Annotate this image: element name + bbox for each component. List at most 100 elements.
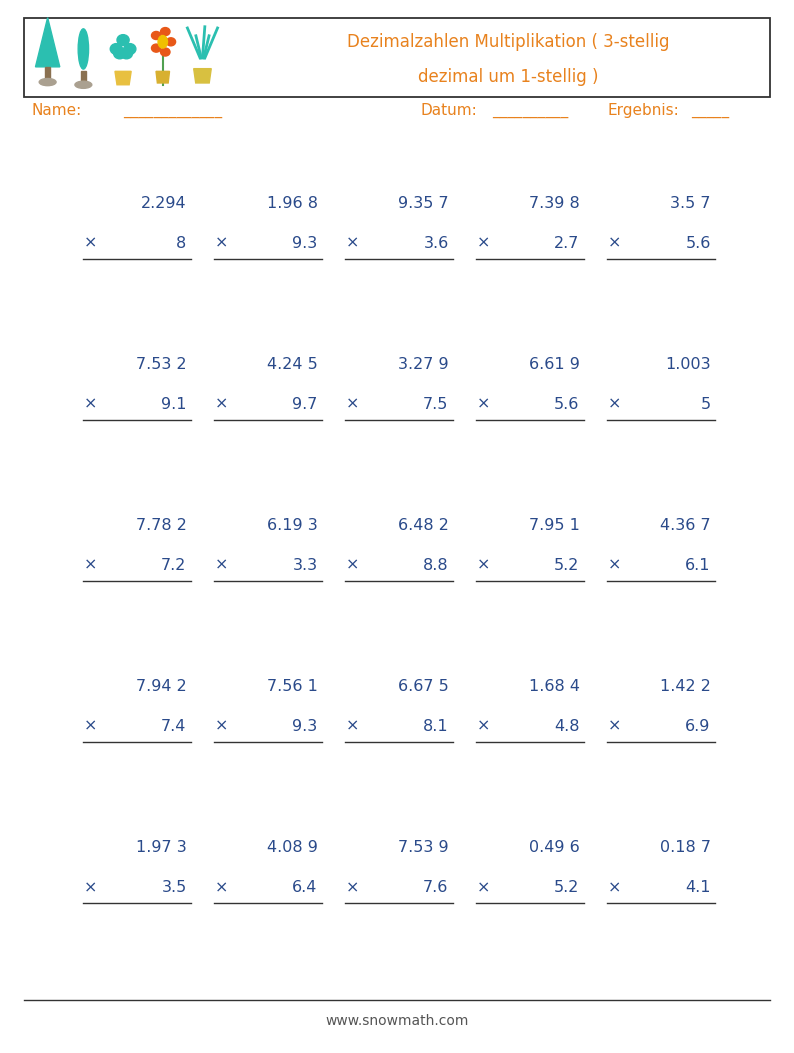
FancyBboxPatch shape [24, 18, 770, 98]
Text: ×: × [607, 558, 621, 573]
Text: ×: × [607, 236, 621, 251]
Text: 9.35 7: 9.35 7 [398, 196, 449, 211]
Ellipse shape [124, 43, 136, 55]
Text: ×: × [83, 558, 97, 573]
Text: ×: × [83, 236, 97, 251]
Text: 0.49 6: 0.49 6 [529, 840, 580, 855]
Text: 1.003: 1.003 [665, 357, 711, 372]
Text: 7.5: 7.5 [423, 397, 449, 412]
Text: 1.68 4: 1.68 4 [529, 679, 580, 694]
Text: 9.3: 9.3 [292, 236, 318, 251]
Polygon shape [81, 72, 86, 83]
Text: ×: × [476, 719, 490, 734]
Text: 1.42 2: 1.42 2 [660, 679, 711, 694]
Text: _____: _____ [691, 103, 729, 118]
Text: 0.18 7: 0.18 7 [660, 840, 711, 855]
Text: ×: × [214, 397, 228, 412]
Ellipse shape [117, 35, 129, 45]
Text: dezimal um 1-stellig ): dezimal um 1-stellig ) [418, 67, 599, 86]
Text: ×: × [83, 719, 97, 734]
Text: 7.53 2: 7.53 2 [136, 357, 187, 372]
Text: 6.19 3: 6.19 3 [267, 518, 318, 533]
Text: 7.4: 7.4 [161, 719, 187, 734]
Text: 3.3: 3.3 [292, 558, 318, 573]
Text: 6.48 2: 6.48 2 [398, 518, 449, 533]
Text: 2.294: 2.294 [141, 196, 187, 211]
Ellipse shape [152, 44, 161, 53]
Text: __________: __________ [492, 103, 569, 118]
Text: 8.8: 8.8 [423, 558, 449, 573]
Text: 5: 5 [700, 397, 711, 412]
Text: 6.9: 6.9 [685, 719, 711, 734]
Polygon shape [115, 72, 131, 85]
Text: 5.6: 5.6 [554, 397, 580, 412]
Text: ×: × [214, 880, 228, 895]
Text: Dezimalzahlen Multiplikation ( 3-stellig: Dezimalzahlen Multiplikation ( 3-stellig [347, 33, 669, 52]
Text: 5.2: 5.2 [554, 880, 580, 895]
Text: 7.39 8: 7.39 8 [529, 196, 580, 211]
Ellipse shape [39, 79, 56, 85]
Text: ×: × [345, 236, 359, 251]
Text: 9.7: 9.7 [292, 397, 318, 412]
Text: 6.1: 6.1 [685, 558, 711, 573]
Text: Name:: Name: [32, 103, 82, 118]
Polygon shape [194, 68, 211, 83]
Text: ×: × [476, 880, 490, 895]
Text: ×: × [476, 397, 490, 412]
Text: ×: × [345, 397, 359, 412]
Text: www.snowmath.com: www.snowmath.com [326, 1014, 468, 1029]
Text: 1.97 3: 1.97 3 [136, 840, 187, 855]
Polygon shape [45, 67, 50, 80]
Text: ×: × [476, 236, 490, 251]
Text: ×: × [83, 880, 97, 895]
Text: 3.27 9: 3.27 9 [398, 357, 449, 372]
Text: 7.53 9: 7.53 9 [398, 840, 449, 855]
Ellipse shape [75, 81, 92, 88]
Text: ×: × [83, 397, 97, 412]
Ellipse shape [110, 43, 122, 55]
Text: 8: 8 [176, 236, 187, 251]
Text: 5.2: 5.2 [554, 558, 580, 573]
Text: 4.08 9: 4.08 9 [267, 840, 318, 855]
Text: ×: × [607, 880, 621, 895]
Ellipse shape [78, 28, 89, 69]
Text: 7.78 2: 7.78 2 [136, 518, 187, 533]
Text: ×: × [214, 236, 228, 251]
Text: 9.1: 9.1 [161, 397, 187, 412]
Circle shape [158, 36, 168, 48]
Text: Ergebnis:: Ergebnis: [607, 103, 679, 118]
Text: 3.5 7: 3.5 7 [670, 196, 711, 211]
Text: 4.24 5: 4.24 5 [267, 357, 318, 372]
Text: 9.3: 9.3 [292, 719, 318, 734]
Text: 8.1: 8.1 [423, 719, 449, 734]
Text: ×: × [345, 558, 359, 573]
Text: ×: × [607, 719, 621, 734]
Text: ×: × [214, 719, 228, 734]
Text: 7.6: 7.6 [423, 880, 449, 895]
Text: 6.61 9: 6.61 9 [529, 357, 580, 372]
Polygon shape [156, 72, 170, 83]
Ellipse shape [166, 38, 175, 46]
Ellipse shape [121, 48, 133, 59]
Text: 3.6: 3.6 [423, 236, 449, 251]
Text: 6.4: 6.4 [292, 880, 318, 895]
Polygon shape [36, 18, 60, 67]
Ellipse shape [152, 32, 161, 40]
Text: ×: × [345, 880, 359, 895]
Text: 4.1: 4.1 [685, 880, 711, 895]
Ellipse shape [160, 48, 170, 56]
Text: 7.95 1: 7.95 1 [529, 518, 580, 533]
Text: 3.5: 3.5 [161, 880, 187, 895]
Text: 1.96 8: 1.96 8 [267, 196, 318, 211]
Text: ×: × [345, 719, 359, 734]
Text: ×: × [476, 558, 490, 573]
Text: _____________: _____________ [123, 103, 222, 118]
Text: 6.67 5: 6.67 5 [398, 679, 449, 694]
Text: 7.94 2: 7.94 2 [136, 679, 187, 694]
Ellipse shape [160, 27, 170, 36]
Text: ×: × [607, 397, 621, 412]
Text: 7.56 1: 7.56 1 [267, 679, 318, 694]
Text: 4.36 7: 4.36 7 [660, 518, 711, 533]
Text: ×: × [214, 558, 228, 573]
Ellipse shape [114, 48, 125, 59]
